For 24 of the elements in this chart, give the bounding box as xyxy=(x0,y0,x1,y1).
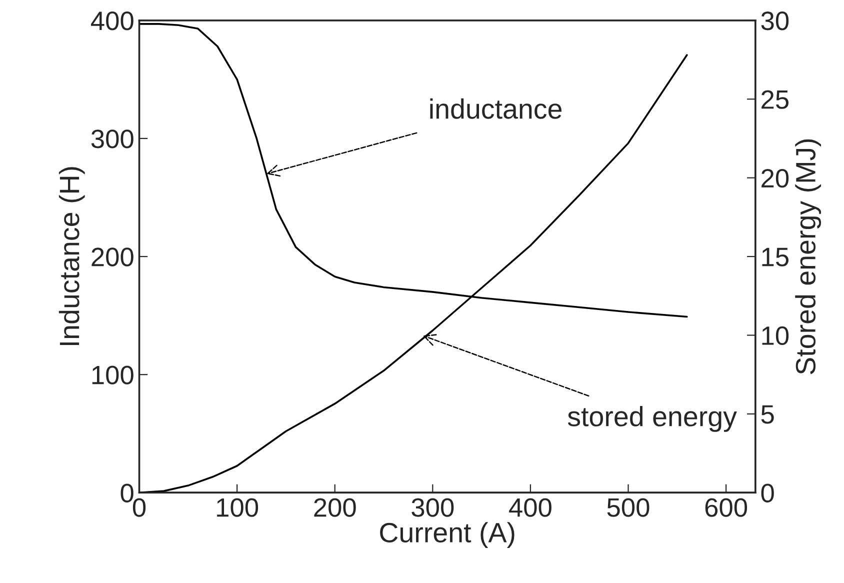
y2-tick-label: 20 xyxy=(762,168,789,188)
y-tick-label: 0 xyxy=(120,484,134,502)
x-tick-label: 200 xyxy=(314,498,356,517)
annotation: inductance xyxy=(430,98,562,119)
y2-tick-label: 5 xyxy=(761,405,774,424)
y-tick-label: 300 xyxy=(91,130,134,148)
y2-tick-label: 15 xyxy=(762,248,788,266)
annotation: stored energy xyxy=(568,406,737,432)
x-tick-label: 0 xyxy=(132,498,146,517)
y-axis-title: Inductance (H) xyxy=(58,167,85,346)
y-tick-label: 100 xyxy=(92,366,134,384)
y2-tick-label: 30 xyxy=(761,12,789,30)
y2-tick-label: 0 xyxy=(761,484,774,502)
y2-tick-label: 10 xyxy=(762,326,789,346)
x-tick-label: 300 xyxy=(412,498,454,517)
x-tick-label: 600 xyxy=(705,498,748,517)
y-tick-label: 400 xyxy=(90,12,134,30)
x-axis-title: Current (A) xyxy=(380,522,514,548)
y2-tick-label: 25 xyxy=(762,90,788,109)
x-tick-label: 500 xyxy=(607,498,650,517)
y-tick-label: 200 xyxy=(92,248,134,266)
y2-axis-title: Stored energy (MJ) xyxy=(795,139,822,374)
x-tick-label: 100 xyxy=(217,498,258,517)
x-tick-label: 400 xyxy=(509,498,552,517)
